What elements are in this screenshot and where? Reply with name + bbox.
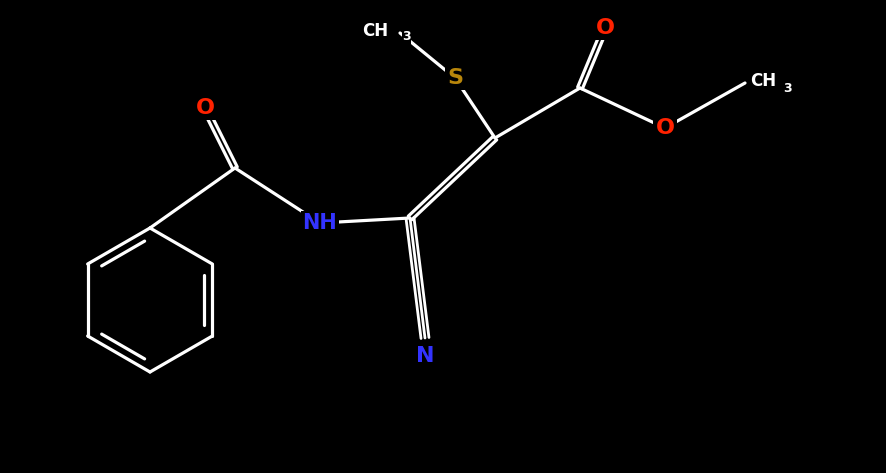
- Text: S: S: [447, 68, 463, 88]
- Text: NH: NH: [303, 213, 338, 233]
- Text: O: O: [196, 98, 214, 118]
- Text: O: O: [595, 18, 615, 38]
- Text: CH: CH: [750, 72, 776, 90]
- Text: N: N: [416, 346, 434, 366]
- Text: 3: 3: [783, 82, 791, 96]
- Text: O: O: [656, 118, 674, 138]
- Text: 3: 3: [402, 30, 410, 44]
- Text: CH: CH: [361, 22, 388, 40]
